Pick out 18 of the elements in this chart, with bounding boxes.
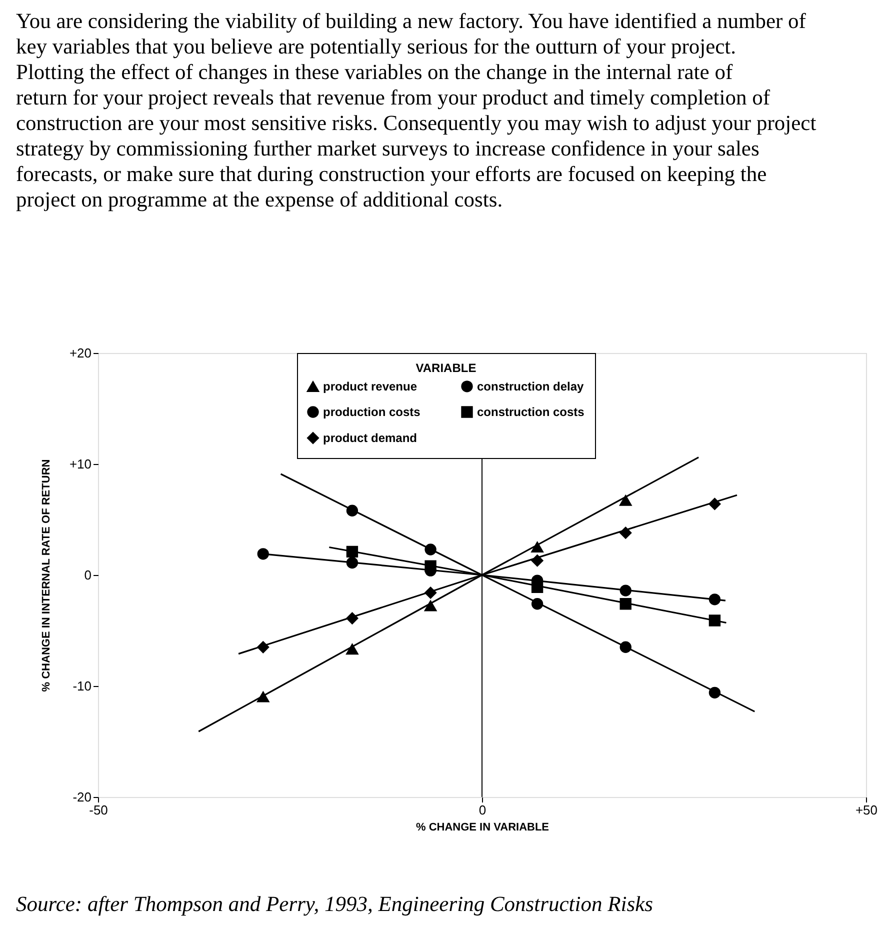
source-note: Source: after Thompson and Perry, 1993, Engineering Construction Risks — [16, 892, 653, 916]
text: You are considering the viability of building a new factory. You have identified a number of key variables that you believe are potentially serious for the outturn of your project. Plotting the effect of changes in these variables on the change in the internal rate of return for your project reveals that revenue from your product and timely completion of construction are your most sensitive risks. Consequently you may wish to adjust your project strategy by commissioning further market surveys to increase confidence in your sales forecasts, or make sure that during construction your efforts are focused on keeping the project on programme at the expense of additional costs. — [16, 9, 816, 212]
y-tick-label: -20 — [72, 790, 92, 804]
legend-label: product demand — [323, 431, 418, 445]
x-tick-label: 0 — [478, 802, 486, 818]
y-tick-label: +10 — [69, 456, 92, 472]
x-axis-title: % CHANGE IN VARIABLE — [416, 822, 550, 834]
y-tick-label: -10 — [72, 678, 92, 694]
y-tick-label: +20 — [69, 346, 92, 360]
legend-label: construction costs — [477, 405, 585, 419]
x-tick-label: -50 — [89, 802, 108, 818]
legend-label: production costs — [323, 405, 421, 419]
y-tick-label: 0 — [84, 568, 92, 582]
x-tick-label: +50 — [855, 802, 878, 818]
legend-title: VARIABLE — [416, 361, 476, 375]
legend-label: construction delay — [477, 379, 584, 394]
y-axis-title: % CHANGE IN INTERNAL RATE OF RETURN — [40, 459, 52, 692]
legend-label: product revenue — [323, 380, 418, 394]
